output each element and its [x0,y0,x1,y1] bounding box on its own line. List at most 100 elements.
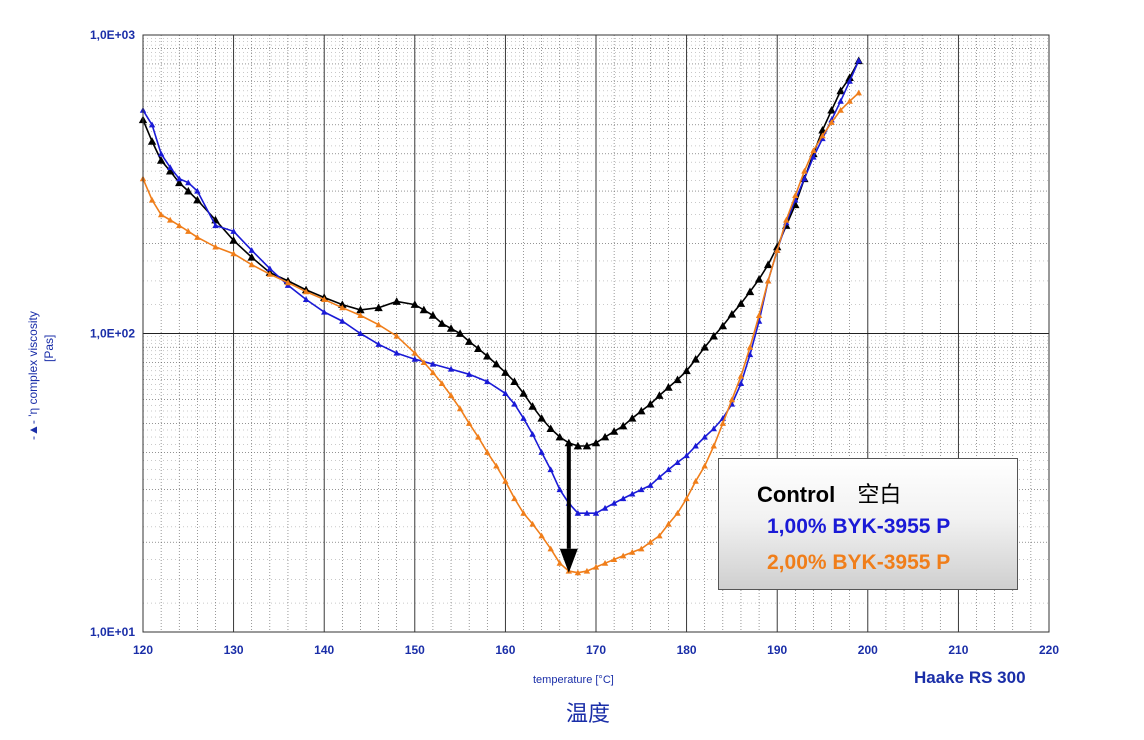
data-point-s1 [701,433,708,440]
series-layer [138,56,863,576]
data-point-s2 [493,462,500,469]
data-point-control [773,242,782,251]
data-point-control [392,297,401,305]
legend-item-control: Control 空白 [757,477,901,509]
data-point-control [455,329,465,337]
data-point-s2 [801,167,808,174]
data-point-s2 [846,98,853,104]
plot-border [142,34,1050,633]
x-tick-label: 190 [767,643,787,657]
data-point-control [555,432,564,441]
data-point-s1 [801,175,808,182]
data-point-s2 [810,147,817,154]
data-point-s1 [429,360,437,367]
data-point-control [573,441,583,450]
data-point-s2 [755,312,763,318]
data-point-s2 [683,495,690,502]
data-point-s1 [538,449,545,455]
data-point-control [519,389,528,397]
x-tick-label: 140 [314,643,334,657]
x-tick-label: 180 [677,643,697,657]
data-point-control [528,402,537,410]
data-point-control [682,366,691,375]
data-point-s2 [484,449,491,455]
data-point-control [510,377,519,385]
data-point-s2 [420,359,428,365]
data-point-s2 [837,106,844,113]
legend-item-s1: 1,00% BYK-3955 P [767,515,951,538]
data-point-s1 [629,490,636,497]
data-point-control [754,275,764,283]
data-point-s1 [447,365,455,372]
gridlines [142,35,1050,633]
data-point-control [564,438,574,447]
y-axis-unit: [Pas] [42,334,56,362]
data-point-s1 [212,222,219,229]
data-point-s1 [855,57,862,64]
data-point-s2 [357,312,364,318]
data-point-control [745,287,755,296]
data-point-s2 [166,216,174,223]
x-tick-label: 160 [495,643,515,657]
data-point-s2 [674,510,681,516]
data-point-s2 [411,349,418,356]
data-point-control [618,421,628,430]
data-point-control [827,105,836,114]
data-point-control [591,438,601,447]
data-point-s2 [746,343,754,350]
data-point-control [600,432,610,441]
data-point-s2 [176,222,183,229]
data-point-s1 [520,415,527,421]
data-point-s2 [647,538,654,545]
data-point-s1 [248,247,255,253]
data-point-s2 [248,261,255,268]
data-point-s2 [610,556,618,563]
data-point-s2 [148,196,156,203]
data-point-control [736,299,746,307]
data-point-s1 [547,466,554,473]
data-point-control [709,331,718,340]
data-point-control [464,337,474,345]
y-axis-label: -▲- 'η complex viscosity [26,311,40,440]
data-point-s2 [629,549,636,555]
series-line-s2 [142,92,860,574]
data-point-control [410,300,419,308]
data-point-s2 [393,332,400,339]
data-point-s1 [357,330,364,337]
data-point-s2 [429,369,437,376]
data-point-control [156,156,166,164]
data-point-s2 [737,372,745,379]
data-point-s1 [375,341,382,347]
data-point-control [664,383,673,391]
x-tick-label: 130 [224,643,244,657]
data-point-s2 [520,510,527,516]
data-point-control [428,311,438,319]
x-tick-label: 150 [405,643,425,657]
data-point-s2 [157,211,165,218]
data-point-s2 [792,192,799,199]
data-point-s2 [185,228,192,234]
data-point-s1 [638,486,645,493]
data-point-control [165,166,175,175]
data-point-s2 [321,296,328,303]
x-axis-label-cn: 温度 [566,701,611,726]
data-point-s2 [819,132,826,139]
data-point-control [501,368,510,376]
x-tick-label: 220 [1039,643,1059,657]
data-point-s2 [438,380,446,387]
data-point-s1 [647,482,654,488]
data-point-control [582,441,592,450]
data-point-s2 [574,569,582,576]
data-point-s1 [846,78,853,84]
data-point-s2 [710,442,717,449]
data-point-s1 [230,228,237,234]
data-point-s2 [475,433,482,440]
data-point-s2 [855,89,862,96]
data-point-control [845,73,854,81]
x-tick-label: 200 [858,643,878,657]
data-point-s1 [683,452,690,459]
data-point-control [175,178,184,187]
data-point-control [446,324,456,332]
data-point-control [763,260,773,269]
data-point-s1 [610,500,618,506]
